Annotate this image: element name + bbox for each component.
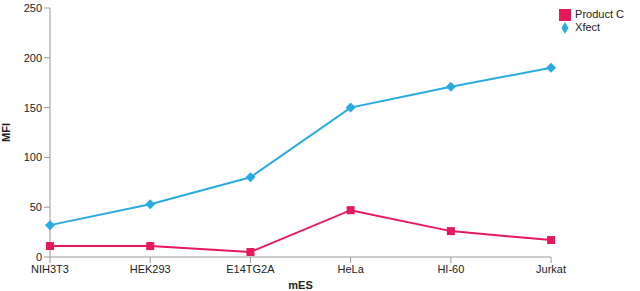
html-text:Product C: Product C xyxy=(575,8,624,20)
svg-text:50: 50 xyxy=(30,201,42,213)
svg-text:250: 250 xyxy=(24,2,42,14)
svg-text:0: 0 xyxy=(36,251,42,263)
svg-text:MFI: MFI xyxy=(8,123,12,142)
svg-text:HeLa: HeLa xyxy=(337,263,364,275)
svg-text:100: 100 xyxy=(24,151,42,163)
svg-text:Jurkat: Jurkat xyxy=(536,263,566,275)
svg-text:mES: mES xyxy=(288,279,312,291)
svg-text:150: 150 xyxy=(24,102,42,114)
svg-text:HEK293: HEK293 xyxy=(130,263,171,275)
svg-text:NIH3T3: NIH3T3 xyxy=(31,263,69,275)
svg-text:HI-60: HI-60 xyxy=(437,263,464,275)
svg-text:200: 200 xyxy=(24,52,42,64)
html-text:Xfect: Xfect xyxy=(575,21,601,34)
svg-text:E14TG2A: E14TG2A xyxy=(226,263,275,275)
